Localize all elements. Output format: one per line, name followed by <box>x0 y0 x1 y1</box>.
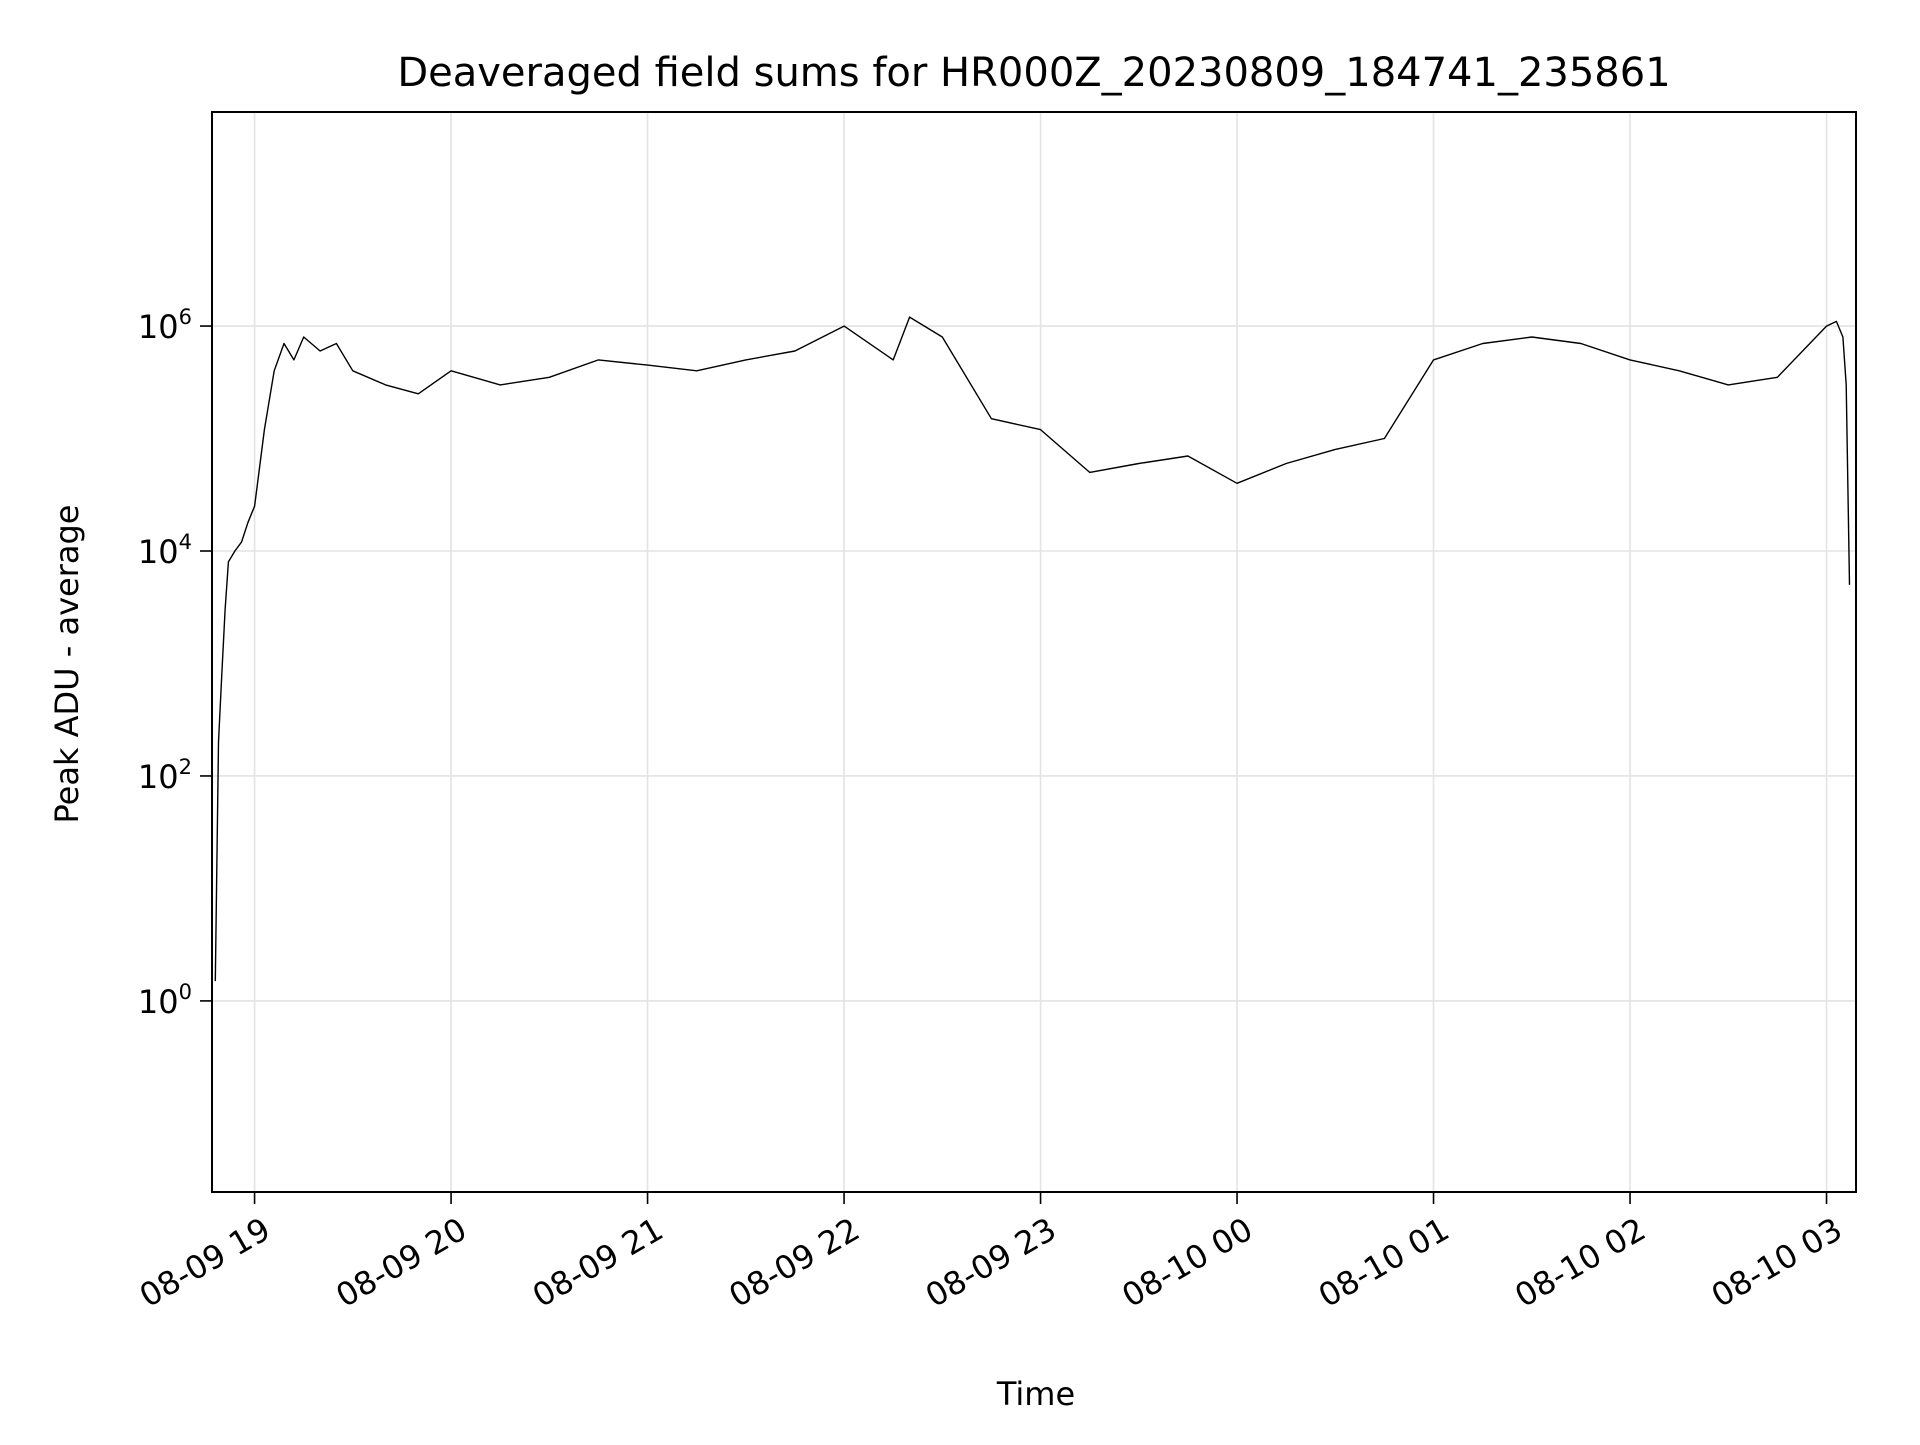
y-tick-base: 10 <box>138 533 179 571</box>
series-layer <box>214 316 1851 982</box>
y-tick-exponent: 0 <box>179 980 192 1004</box>
x-tick-label: 08-09 19 <box>133 1210 277 1315</box>
x-tick-label: 08-09 21 <box>526 1210 670 1315</box>
y-tick-base: 10 <box>138 308 179 346</box>
y-tick-exponent: 4 <box>179 530 192 554</box>
y-tick-label: 104 <box>138 530 192 571</box>
x-tick-label: 08-10 00 <box>1115 1210 1259 1315</box>
y-axis-label: Peak ADU - average <box>48 505 86 824</box>
y-tick-base: 10 <box>138 983 179 1021</box>
x-tick-label: 08-09 23 <box>919 1210 1063 1315</box>
x-tick-label: 08-09 20 <box>329 1210 473 1315</box>
y-tick-exponent: 2 <box>179 755 192 779</box>
series-line <box>214 316 1851 982</box>
x-tick-label: 08-10 02 <box>1508 1210 1652 1315</box>
x-tick-label: 08-09 22 <box>722 1210 866 1315</box>
x-tick-label: 08-10 01 <box>1312 1210 1456 1315</box>
chart-title: Deaveraged field sums for HR000Z_2023080… <box>397 50 1670 96</box>
grid <box>212 112 1856 1192</box>
plot-frame <box>211 111 1857 1193</box>
x-axis: 08-09 19 08-09 20 08-09 21 08-09 22 08-09 23… <box>133 1192 1849 1315</box>
x-tick-label: 08-10 03 <box>1705 1210 1849 1315</box>
y-tick-label: 102 <box>138 755 192 796</box>
y-tick-label: 106 <box>138 305 192 346</box>
x-axis-label: Time <box>996 1375 1075 1413</box>
y-tick-exponent: 6 <box>179 305 192 329</box>
y-tick-label: 100 <box>138 980 192 1021</box>
y-tick-base: 10 <box>138 758 179 796</box>
